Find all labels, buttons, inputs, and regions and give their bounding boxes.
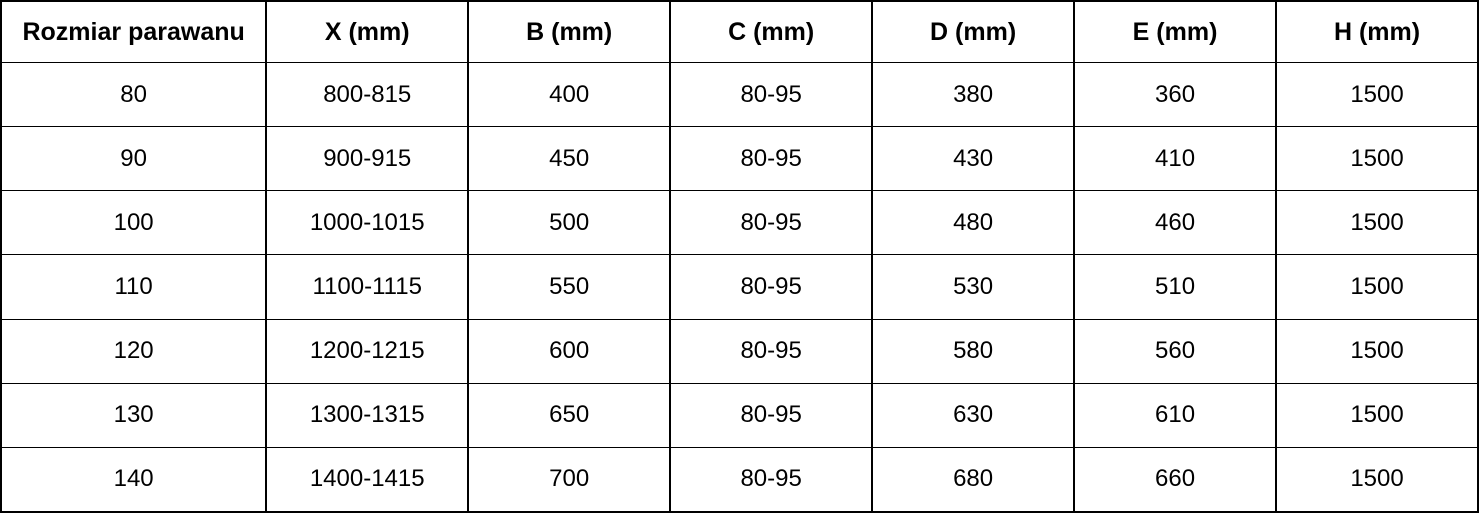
table-cell: 120 [0,318,268,384]
table-cell: 1500 [1275,254,1479,320]
table-cell: 430 [871,126,1076,192]
table-body: 80 800-815 400 80-95 380 360 1500 90 900… [0,61,1479,513]
table-cell: 660 [1073,446,1278,513]
table-cell: 410 [1073,126,1278,192]
table-cell: 80-95 [669,446,874,513]
table-cell: 380 [871,61,1076,128]
table-cell: 560 [1073,318,1278,384]
table-cell: 580 [871,318,1076,384]
table-cell: 80-95 [669,61,874,128]
table-cell: 80-95 [669,382,874,448]
column-header-d: D (mm) [871,0,1076,63]
table-header: Rozmiar parawanu X (mm) B (mm) C (mm) D … [0,0,1479,63]
table-cell: 1500 [1275,190,1479,256]
table-cell: 1500 [1275,61,1479,128]
table-cell: 610 [1073,382,1278,448]
table-cell: 80-95 [669,254,874,320]
table-cell: 1500 [1275,318,1479,384]
table-cell: 1500 [1275,382,1479,448]
table-cell: 480 [871,190,1076,256]
table-cell: 140 [0,446,268,513]
table-cell: 900-915 [265,126,470,192]
table-cell: 800-815 [265,61,470,128]
table-cell: 500 [467,190,672,256]
table-row: 90 900-915 450 80-95 430 410 1500 [0,126,1479,192]
table-cell: 1200-1215 [265,318,470,384]
table-cell: 80-95 [669,126,874,192]
header-row: Rozmiar parawanu X (mm) B (mm) C (mm) D … [0,0,1479,63]
table-row: 130 1300-1315 650 80-95 630 610 1500 [0,382,1479,448]
table-cell: 80 [0,61,268,128]
table-cell: 100 [0,190,268,256]
table-cell: 700 [467,446,672,513]
table-cell: 110 [0,254,268,320]
column-header-rozmiar: Rozmiar parawanu [0,0,268,63]
table-cell: 1500 [1275,446,1479,513]
table-cell: 1500 [1275,126,1479,192]
table-cell: 650 [467,382,672,448]
table-row: 120 1200-1215 600 80-95 580 560 1500 [0,318,1479,384]
table-cell: 360 [1073,61,1278,128]
table-row: 80 800-815 400 80-95 380 360 1500 [0,61,1479,128]
table-cell: 460 [1073,190,1278,256]
table-cell: 1300-1315 [265,382,470,448]
table-cell: 630 [871,382,1076,448]
table-cell: 400 [467,61,672,128]
table-cell: 80-95 [669,318,874,384]
column-header-b: B (mm) [467,0,672,63]
table-cell: 1000-1015 [265,190,470,256]
column-header-c: C (mm) [669,0,874,63]
table-cell: 600 [467,318,672,384]
column-header-x: X (mm) [265,0,470,63]
table-cell: 530 [871,254,1076,320]
table-cell: 80-95 [669,190,874,256]
table-cell: 510 [1073,254,1278,320]
column-header-e: E (mm) [1073,0,1278,63]
table-cell: 1400-1415 [265,446,470,513]
table-cell: 450 [467,126,672,192]
table-cell: 130 [0,382,268,448]
table-row: 110 1100-1115 550 80-95 530 510 1500 [0,254,1479,320]
table-cell: 550 [467,254,672,320]
table-cell: 90 [0,126,268,192]
table-row: 100 1000-1015 500 80-95 480 460 1500 [0,190,1479,256]
table-cell: 680 [871,446,1076,513]
table-cell: 1100-1115 [265,254,470,320]
column-header-h: H (mm) [1275,0,1479,63]
table-row: 140 1400-1415 700 80-95 680 660 1500 [0,446,1479,513]
